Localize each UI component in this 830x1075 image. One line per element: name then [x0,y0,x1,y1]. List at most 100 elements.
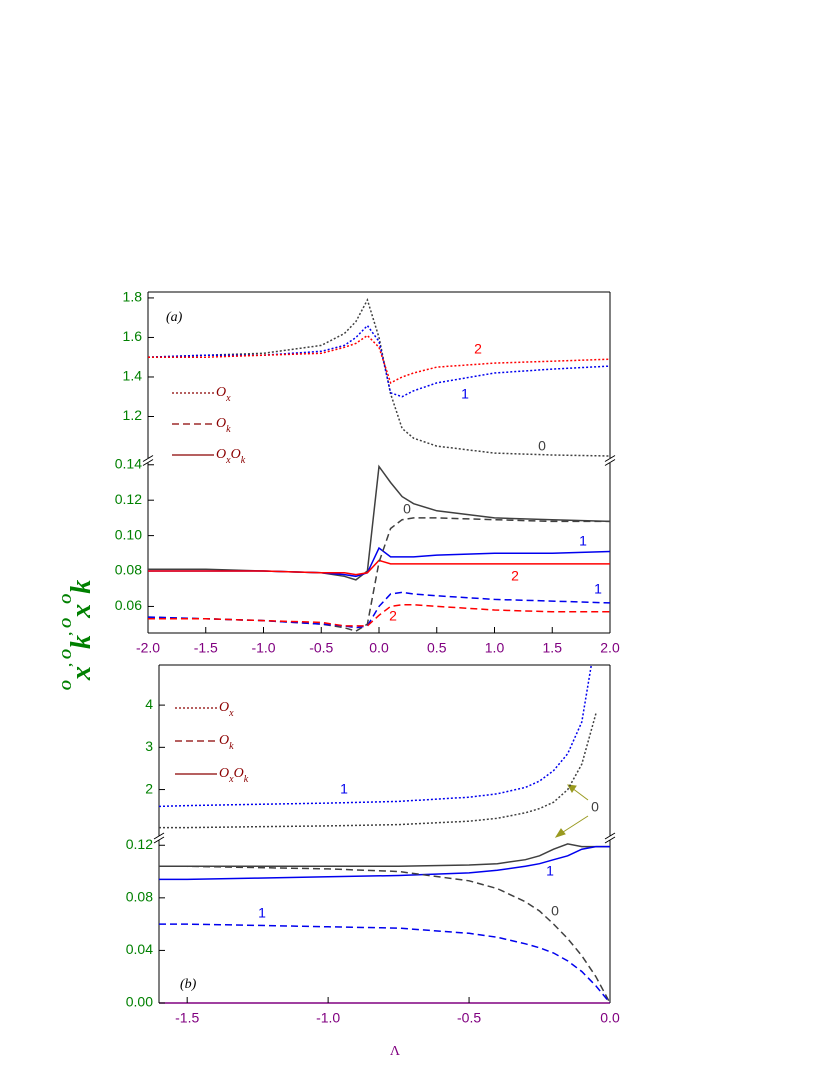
series-line [148,603,610,627]
x-tick-label: 2.0 [600,640,620,656]
symbol: O [219,733,229,748]
axis-break [604,832,616,840]
series-line [148,297,610,457]
legend-label: Ok​ [216,416,231,435]
axis-break [153,832,165,840]
curve-label: 0 [551,903,559,919]
curve-label: 1 [461,386,469,402]
y-tick-label: 0.10 [115,526,142,542]
symbol: O [234,766,244,781]
symbol: O [60,649,75,659]
curve-label: 0 [538,438,546,454]
symbol: O [60,618,75,628]
axis-break [153,836,165,844]
symbol: O [219,700,229,715]
subscript: k [226,424,231,435]
x-tick-label: 1.0 [485,640,505,656]
legend-label: Ox​ [216,385,231,404]
legend-label: Ox​Ok​ [219,766,249,785]
subscript: k [244,774,249,785]
subscript: x [228,708,234,719]
panel-label: (a) [166,310,183,325]
legend-label: Ok​ [219,733,234,752]
series-line [148,334,610,384]
curve-label: 1 [546,863,554,879]
series-line [159,713,597,829]
subscript: k [66,635,97,649]
symbol: , [60,628,75,636]
x-tick-label: -1.5 [194,640,218,656]
arrow [571,787,589,801]
curve-label: 2 [474,341,482,357]
x-tick-label: 0.5 [427,640,447,656]
y-tick-label: 0.00 [126,994,153,1010]
series-line [148,324,610,398]
y-tick-label: 1.2 [123,407,143,423]
curve-label: 0 [403,501,411,517]
curve-label: 1 [258,905,266,921]
subscript: x [228,774,234,785]
x-tick-label: -0.5 [457,1010,481,1026]
curve-label: 1 [594,581,602,597]
curve-label: 1 [579,533,587,549]
symbol: O [60,594,75,604]
subscript: x [225,393,231,404]
series-line [148,464,610,581]
x-tick-label: -1.0 [316,1010,340,1026]
axis-break [604,459,616,466]
arrowhead [554,828,566,838]
curve-label: 2 [511,568,519,584]
curve-label: 0 [591,799,599,815]
x-tick-label: 0.0 [600,1010,620,1026]
series-line [159,843,610,868]
x-tick-label: -0.5 [309,640,333,656]
series-line [148,591,610,629]
curve-label: 1 [340,781,348,797]
annotation-arrows [554,784,589,838]
series-line [159,845,610,881]
x-tick-label: 0.0 [369,640,389,656]
y-tick-label: 0.04 [126,941,153,957]
x-tick-label: -1.5 [175,1010,199,1026]
series-line [148,559,610,576]
symbol: O [231,447,241,462]
x-axis-label: Λ [390,1044,401,1059]
series-line [159,865,610,1003]
y-tick-label: 1.4 [123,368,143,384]
subscript: k [66,580,97,594]
curve-label: 2 [389,608,397,624]
y-tick-label: 2 [145,780,153,796]
x-tick-label: -1.0 [251,640,275,656]
axis-break [604,455,616,462]
subscript: x [66,666,97,681]
panel-label: (b) [180,977,197,992]
symbol: O [216,416,226,431]
y-tick-label: 3 [145,738,153,754]
y-tick-label: 1.8 [123,289,143,305]
y-tick-label: 0.08 [115,562,142,578]
symbol: O [216,447,226,462]
axis-break [142,459,154,466]
y-tick-label: 0.08 [126,889,153,905]
symbol: O [219,766,229,781]
subscript: k [229,741,234,752]
y-tick-label: 0.12 [115,491,142,507]
legend-label: Ox​Ok​ [216,447,246,466]
arrow [559,815,589,835]
axis-break [142,455,154,462]
y-tick-label: 1.6 [123,328,143,344]
y-tick-label: 4 [145,696,153,712]
series-line [148,517,610,633]
series-line [159,923,610,1003]
symbol: , [60,659,75,667]
arrowhead [567,784,577,793]
subscript: x [66,604,97,619]
x-tick-label: -2.0 [136,640,160,656]
symbol: O [216,385,226,400]
y-tick-label: 0.06 [115,597,142,613]
y-axis-label: Ox​, Ok​, Ox​Ok​ [60,580,97,691]
y-tick-label: 0.14 [115,455,142,471]
axis-break [604,836,616,844]
